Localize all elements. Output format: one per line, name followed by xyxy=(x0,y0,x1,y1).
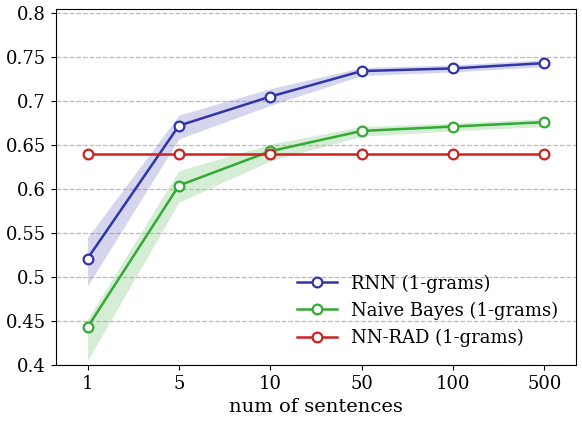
Legend: RNN (1-grams), Naive Bayes (1-grams), NN-RAD (1-grams): RNN (1-grams), Naive Bayes (1-grams), NN… xyxy=(288,265,567,356)
Naive Bayes (1-grams) xyxy=(175,183,182,188)
Line: NN-RAD (1-grams): NN-RAD (1-grams) xyxy=(83,149,549,159)
Naive Bayes (1-grams) xyxy=(267,149,274,154)
NN-RAD (1-grams) xyxy=(84,151,91,157)
RNN (1-grams) xyxy=(541,61,548,66)
Naive Bayes (1-grams) xyxy=(541,119,548,124)
NN-RAD (1-grams) xyxy=(175,151,182,157)
NN-RAD (1-grams) xyxy=(267,151,274,157)
X-axis label: num of sentences: num of sentences xyxy=(229,398,403,417)
Naive Bayes (1-grams) xyxy=(449,124,456,129)
NN-RAD (1-grams) xyxy=(358,151,365,157)
RNN (1-grams) xyxy=(84,256,91,261)
NN-RAD (1-grams) xyxy=(541,151,548,157)
Naive Bayes (1-grams) xyxy=(84,325,91,330)
NN-RAD (1-grams) xyxy=(449,151,456,157)
Line: Naive Bayes (1-grams): Naive Bayes (1-grams) xyxy=(83,117,549,332)
RNN (1-grams) xyxy=(449,66,456,71)
Line: RNN (1-grams): RNN (1-grams) xyxy=(83,58,549,263)
RNN (1-grams) xyxy=(175,123,182,128)
RNN (1-grams) xyxy=(267,94,274,99)
RNN (1-grams) xyxy=(358,68,365,73)
Naive Bayes (1-grams) xyxy=(358,128,365,133)
